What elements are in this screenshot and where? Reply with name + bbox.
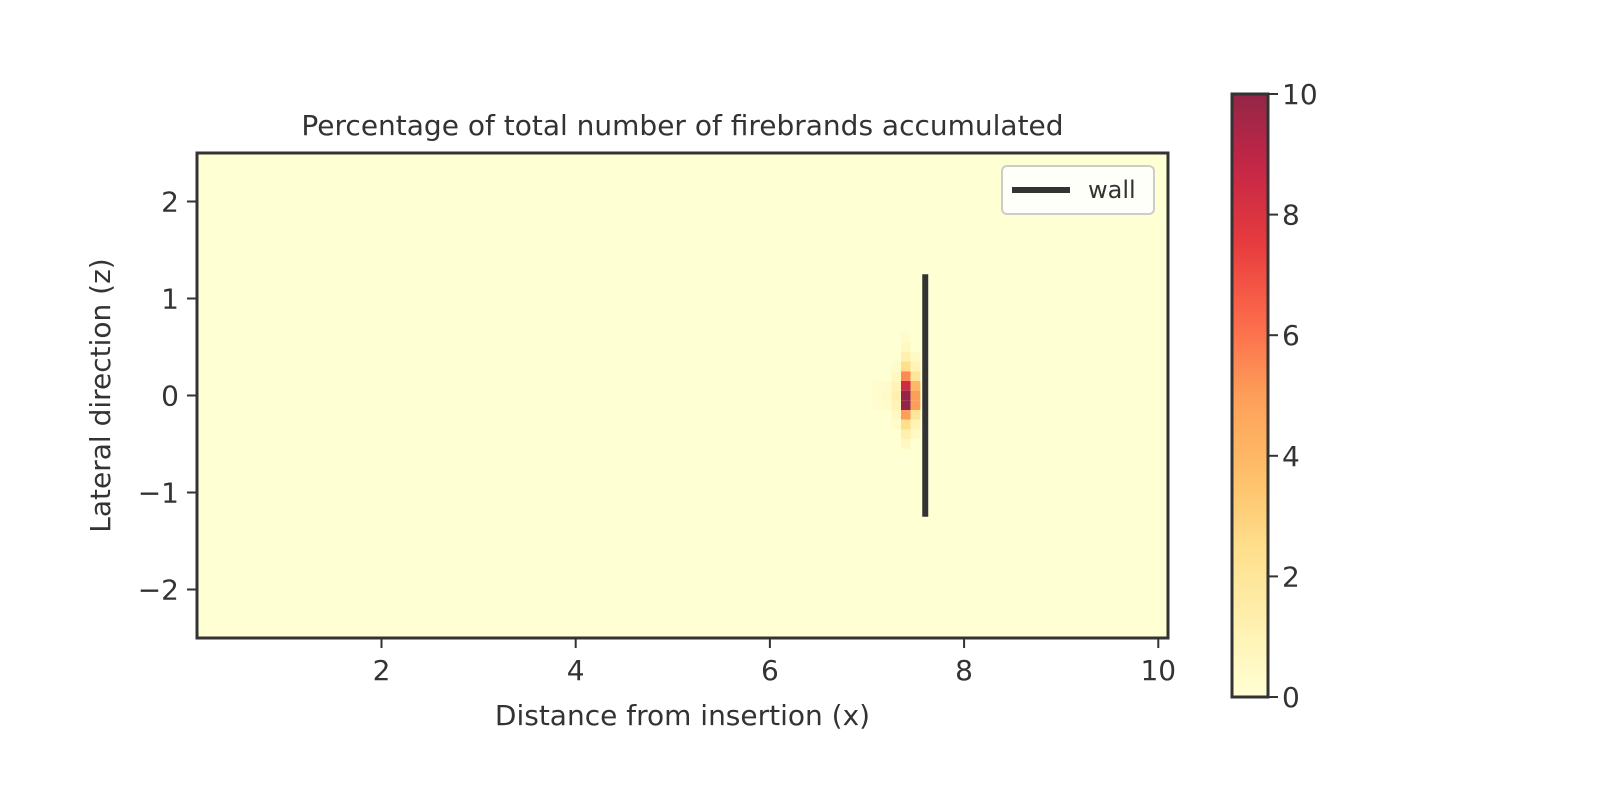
heatmap-cell (910, 429, 921, 440)
heatmap-cell (910, 351, 921, 362)
legend: wall (1001, 165, 1155, 215)
plot-area (195, 151, 1170, 640)
heatmap-cell (910, 361, 921, 372)
heatmap-cell (900, 361, 911, 372)
heatmap-cell (900, 332, 911, 343)
x-axis: 2 4 6 8 10 (373, 638, 1176, 687)
heatmap-cell (871, 390, 882, 401)
heatmap-cell (900, 380, 911, 391)
heatmap-cell (871, 380, 882, 391)
heatmap-cell (891, 380, 901, 391)
x-tick-label: 6 (761, 654, 779, 687)
heatmap-cell (891, 371, 901, 381)
x-tick-label: 10 (1140, 654, 1176, 687)
y-tick-label: −2 (138, 574, 179, 607)
heatmap-cell (900, 390, 911, 401)
y-tick-label: 1 (161, 283, 179, 316)
y-tick-label: 0 (161, 380, 179, 413)
colorbar: 10 8 6 4 2 0 (1230, 78, 1318, 714)
heatmap-cell (910, 390, 921, 401)
heatmap-cell (900, 410, 911, 420)
y-tick-label: 2 (161, 186, 179, 219)
heatmap-cell (900, 400, 911, 411)
heatmap-cell (900, 351, 911, 362)
heatmap-cell (900, 371, 911, 381)
colorbar-tick-label: 0 (1282, 681, 1300, 714)
heatmap-cell (900, 439, 911, 449)
colorbar-tick-label: 8 (1282, 199, 1300, 232)
heatmap-cell (900, 429, 911, 440)
x-tick-label: 4 (567, 654, 585, 687)
legend-label: wall (1088, 176, 1136, 204)
colorbar-tick-label: 6 (1282, 319, 1300, 352)
heatmap-cell (871, 400, 882, 411)
heatmap-cell (900, 342, 911, 352)
x-axis-label: Distance from insertion (x) (495, 699, 870, 732)
heatmap-background (197, 153, 1168, 638)
y-axis: 2 1 0 −1 −2 (138, 186, 197, 607)
heatmap-cell (910, 371, 921, 381)
y-tick-label: −1 (138, 477, 179, 510)
legend-box (1001, 165, 1155, 215)
heatmap-cell (881, 400, 892, 411)
x-tick-label: 2 (373, 654, 391, 687)
colorbar-tick-label: 4 (1282, 440, 1300, 473)
y-axis-label: Lateral direction (z) (84, 258, 117, 532)
heatmap-cell (900, 419, 911, 430)
chart-title: Percentage of total number of firebrands… (301, 109, 1063, 142)
heatmap-cell (910, 419, 921, 430)
heatmap-cell (910, 380, 921, 391)
heatmap-cell (891, 410, 901, 420)
heatmap-cell (910, 410, 921, 420)
heatmap-cell (891, 400, 901, 411)
colorbar-tick-label: 2 (1282, 560, 1300, 593)
heatmap-cell (891, 419, 901, 430)
x-tick-label: 8 (955, 654, 973, 687)
heatmap-cell (910, 400, 921, 411)
heatmap-cell (881, 390, 892, 401)
colorbar-tick-label: 10 (1282, 78, 1318, 111)
heatmap-cell (881, 380, 892, 391)
heatmap-cell (891, 390, 901, 401)
heatmap-cell (891, 361, 901, 372)
colorbar-gradient (1230, 92, 1270, 699)
